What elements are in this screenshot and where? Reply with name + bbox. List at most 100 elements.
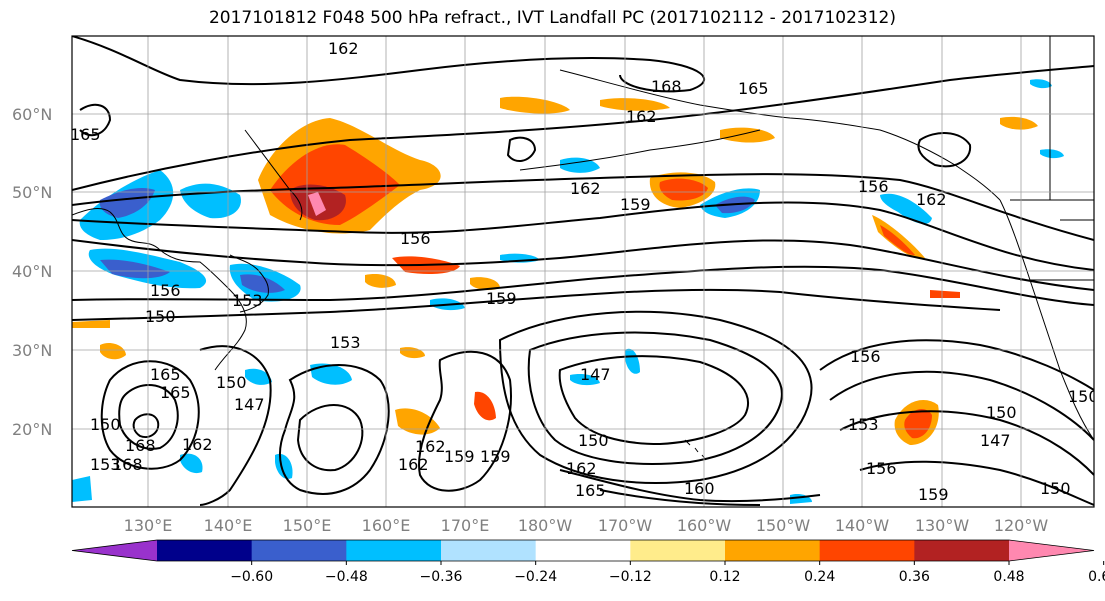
contour-line [72, 201, 1094, 271]
contour-line [418, 350, 512, 492]
contour-line [839, 410, 1094, 476]
shade-positive [395, 408, 440, 435]
contour-line [859, 460, 1094, 506]
colorbar-tick-label: 0.60 [1088, 569, 1105, 585]
shade-negative [1030, 79, 1052, 89]
shade-positive [930, 290, 960, 298]
shade-positive [365, 274, 396, 288]
shade-positive [72, 320, 110, 328]
lat-label-60n: 60°N [12, 105, 52, 124]
lon-label: 170°W [598, 516, 653, 535]
coastline-alaska [559, 69, 1001, 201]
contour-label: 168 [112, 455, 143, 474]
colorbar [71, 539, 1095, 562]
shade-negative [625, 348, 640, 374]
contour-label: 165 [160, 383, 191, 402]
contour-label: 162 [570, 179, 601, 198]
contour-line [72, 173, 1094, 241]
colorbar-tick-label: 0.24 [804, 569, 835, 585]
colorbar-segment [251, 540, 347, 561]
contour-label: 162 [328, 39, 359, 58]
graticule [72, 36, 1094, 507]
contour-label: 159 [480, 447, 511, 466]
coastline-japan [229, 254, 269, 313]
lon-label: 150°E [283, 516, 332, 535]
shade-negative [310, 363, 352, 385]
contour-line [72, 288, 1001, 321]
coastlines [72, 36, 1094, 461]
contour-label: 150 [578, 431, 609, 450]
lon-label: 130°W [915, 516, 970, 535]
contour-line [296, 404, 364, 472]
lon-label: 160°W [677, 516, 732, 535]
contour-label: 162 [566, 459, 597, 478]
contour-line [498, 310, 813, 484]
contour-label: 162 [398, 455, 429, 474]
contour-label: 150 [145, 307, 176, 326]
colorbar-segment [346, 540, 442, 561]
contour-line [917, 132, 972, 168]
colorbar-segment [630, 540, 726, 561]
colorbar-outline [71, 539, 1095, 562]
coastline-aleutians [519, 129, 761, 171]
shade-negative [240, 274, 285, 293]
colorbar-extension-max [1009, 540, 1094, 561]
shade-negative [560, 157, 600, 173]
contour-line [506, 136, 537, 162]
contour-label: 150 [90, 415, 121, 434]
lon-label: 170°E [441, 516, 490, 535]
lon-label: 150°W [756, 516, 811, 535]
longitude-labels: 130°E 140°E 150°E 160°E 170°E 180°W 170°… [124, 516, 1049, 535]
contour-label: 168 [651, 77, 682, 96]
contour-label: 159 [918, 485, 949, 504]
geopotential-contours [72, 36, 1094, 506]
contour-line [118, 383, 179, 450]
contour-label: 165 [738, 79, 769, 98]
colorbar-segment [914, 540, 1010, 561]
colorbar-tick-label: −0.36 [420, 569, 463, 585]
colorbar-tick-label: 0.36 [899, 569, 930, 585]
contour-label: 156 [400, 229, 431, 248]
lon-label: 120°W [994, 516, 1049, 535]
coastline-asia [72, 208, 247, 371]
colorbar-tick-label: −0.48 [325, 569, 368, 585]
contour-label: 156 [850, 347, 881, 366]
shade-negative [72, 476, 92, 502]
contour-line [79, 103, 112, 137]
colorbar-segment [441, 540, 537, 561]
contour-line [279, 364, 390, 495]
shade-positive [600, 98, 670, 111]
latitude-labels: 60°N 50°N 40°N 30°N 20°N [12, 105, 52, 439]
lat-label-40n: 40°N [12, 262, 52, 281]
contour-label: 165 [150, 365, 181, 384]
contour-line [527, 331, 783, 465]
colorbar-tick-label: 0.12 [709, 569, 740, 585]
lon-label: 140°E [204, 516, 253, 535]
contour-label: 150 [216, 373, 247, 392]
colorbar-segment [535, 540, 631, 561]
contour-line [599, 489, 761, 506]
shade-positive [100, 343, 126, 360]
contour-label: 162 [916, 190, 947, 209]
coastline-northamerica [999, 199, 1094, 441]
contour-label: 153 [232, 291, 263, 310]
colorbar-labels: −0.60 −0.48 −0.36 −0.24 −0.12 0.12 0.24 0.36 0.4… [230, 561, 1105, 585]
shade-positive [474, 391, 496, 421]
contour-label: 165 [575, 481, 606, 500]
shade-negative [180, 453, 203, 474]
shade-positive [470, 277, 500, 291]
contour-label: 147 [980, 431, 1011, 450]
contour-label: 150 [986, 403, 1017, 422]
contour-label: 156 [150, 281, 181, 300]
contour-line [72, 239, 1094, 291]
shade-negative [245, 368, 272, 385]
shade-positive [872, 215, 925, 259]
colorbar-segment [157, 540, 253, 561]
contour-label: 153 [848, 415, 879, 434]
contour-label: 159 [620, 195, 651, 214]
figure-title: 2017101812 F048 500 hPa refract., IVT La… [208, 8, 896, 28]
shade-negative [880, 193, 932, 224]
contour-label: 147 [234, 395, 265, 414]
contour-line [100, 360, 200, 470]
contour-label: 162 [182, 435, 213, 454]
